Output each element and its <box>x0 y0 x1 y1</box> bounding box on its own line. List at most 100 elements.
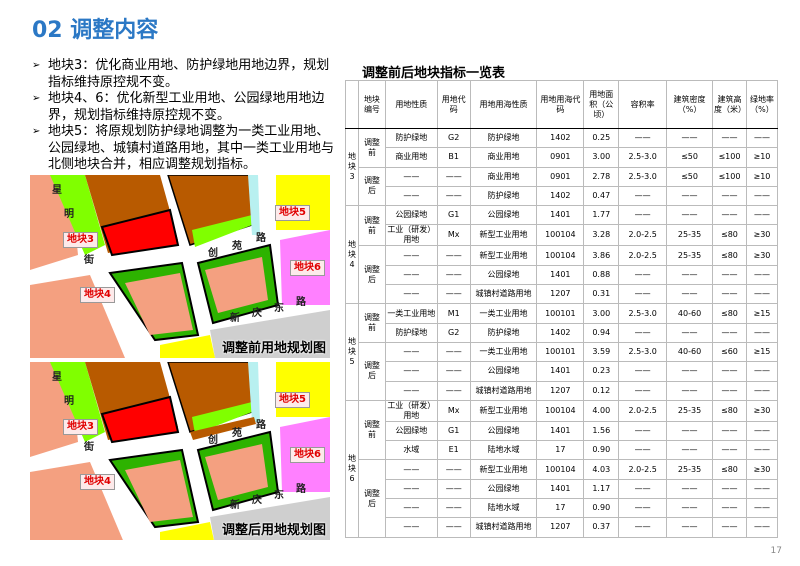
table-cell: ≥30 <box>745 459 779 480</box>
parcel-block6-inner <box>205 444 268 500</box>
table-cell: —— <box>666 322 713 343</box>
table-cell: ≤100 <box>711 147 747 168</box>
road-name-char: 创 <box>208 248 218 259</box>
road-name-char: 明 <box>64 209 74 220</box>
table-cell: 一类工业用地 <box>469 303 538 324</box>
table-cell: 2.0-2.5 <box>618 245 668 266</box>
indicator-table: 地块编号 用地性质 用地代码 用地用海性质 用地用海代码 用地面积（公顷） 容积率 建筑密度（… <box>345 80 779 538</box>
column-header: 用地用海性质 <box>469 80 538 129</box>
table-cell: 2.78 <box>583 166 620 187</box>
table-cell: G2 <box>436 322 471 343</box>
table-cell: 公园绿地 <box>469 420 538 442</box>
table-cell: 25-35 <box>666 399 713 422</box>
table-cell: —— <box>711 478 747 500</box>
table-cell: 100104 <box>536 459 585 480</box>
road-name-char: 星 <box>52 372 62 383</box>
map-label-地块5: 地块5 <box>275 205 310 221</box>
table-cell: 100104 <box>536 245 585 266</box>
phase-label: 调整后 <box>357 245 386 305</box>
table-cell: 100101 <box>536 341 585 363</box>
table-cell: 1401 <box>536 420 585 442</box>
arrow-bullet-icon: ➢ <box>32 60 41 71</box>
table-cell: 工业（研发）用地 <box>384 399 438 422</box>
phase-label: 调整后 <box>357 459 386 538</box>
table-cell: —— <box>666 185 713 207</box>
table-cell: —— <box>618 478 668 500</box>
map-label-地块5: 地块5 <box>275 392 310 408</box>
table-cell: ≤50 <box>666 147 713 168</box>
table-cell: —— <box>384 245 438 266</box>
road-name-char: 新 <box>230 313 240 324</box>
table-cell: ≤80 <box>711 245 747 266</box>
table-cell: 2.5-3.0 <box>618 303 668 324</box>
table-row: 公园绿地 G1 公园绿地 1401 1.56 —— —— —— —— <box>346 420 779 442</box>
bullet-item: ➢ 地块4、6：优化新型工业用地、公园绿地用地边界，规划指标维持原控规不变。 <box>30 91 340 124</box>
table-cell: —— <box>436 341 471 363</box>
table-row: —— —— 公园绿地 1401 0.88 —— —— —— —— <box>346 264 779 286</box>
table-cell: 4.00 <box>583 399 620 422</box>
table-cell: —— <box>745 361 779 382</box>
table-cell: 40-60 <box>666 341 713 363</box>
table-cell: 0.94 <box>583 322 620 343</box>
table-cell: —— <box>618 185 668 207</box>
table-cell: —— <box>666 264 713 286</box>
table-row: —— —— 城镇村道路用地 1207 0.37 —— —— —— —— <box>346 517 779 538</box>
phase-label: 调整后 <box>357 341 386 401</box>
parcel <box>210 310 330 358</box>
column-header: 建筑高度（米） <box>711 80 747 129</box>
table-cell: 2.5-3.0 <box>618 147 668 168</box>
table-row: 地块5 调整前 一类工业用地 M1 一类工业用地 100101 3.00 2.5-3.0 40-… <box>345 303 779 401</box>
block-label: 地块5 <box>345 303 359 401</box>
table-cell: ≥30 <box>745 399 779 422</box>
table-cell: E1 <box>436 440 471 461</box>
column-header: 用地面积（公顷） <box>583 80 620 129</box>
parcel <box>192 215 252 247</box>
table-cell: 4.03 <box>583 459 620 480</box>
table-cell: —— <box>711 380 747 401</box>
table-cell: 1207 <box>536 380 585 401</box>
parcel <box>192 402 252 434</box>
table-cell: 一类工业用地 <box>469 341 538 363</box>
table-cell: 新型工业用地 <box>469 245 538 266</box>
table-cell: —— <box>436 361 471 382</box>
table-cell: —— <box>618 498 668 519</box>
table-cell: —— <box>711 498 747 519</box>
table-cell: —— <box>436 459 471 480</box>
land-use-map <box>30 362 330 540</box>
table-cell: 工业（研发）用地 <box>384 224 438 247</box>
table-cell: —— <box>711 322 747 343</box>
table-cell: —— <box>666 205 713 226</box>
table-cell: —— <box>436 185 471 207</box>
table-cell: —— <box>666 498 713 519</box>
column-header: 地块编号 <box>357 80 386 129</box>
parcel-block6-inner <box>205 257 268 313</box>
parcel <box>276 362 330 417</box>
map-label-地块4: 地块4 <box>80 474 115 490</box>
table-row: 商业用地 B1 商业用地 0901 3.00 2.5-3.0 ≤50 ≤100 ≥10 <box>346 147 779 168</box>
table-cell: —— <box>666 478 713 500</box>
arrow-bullet-icon: ➢ <box>32 93 41 104</box>
parcel <box>276 175 330 230</box>
road-name-char: 苑 <box>232 428 242 439</box>
table-cell: ≤80 <box>711 303 747 324</box>
table-cell: 0901 <box>536 166 585 187</box>
table-cell: Mx <box>436 224 471 247</box>
table-cell: 100101 <box>536 303 585 324</box>
table-row: 调整后 —— —— 一类工业用地 100101 3.59 2.5-3.0 40-60 ≤60 ≥1… <box>346 341 779 401</box>
table-cell: 3.28 <box>583 224 620 247</box>
parcel-block4-inner <box>125 460 193 522</box>
table-cell: B1 <box>436 147 471 168</box>
table-row: 调整后 —— —— 新型工业用地 100104 3.86 2.0-2.5 25-35 ≤80 ≥3… <box>346 245 779 305</box>
table-cell: 17 <box>536 498 585 519</box>
table-cell: ≥30 <box>745 224 779 247</box>
table-row: 工业（研发）用地 Mx 新型工业用地 100104 3.28 2.0-2.5 25-35 ≤8… <box>346 224 779 247</box>
table-cell: —— <box>436 245 471 266</box>
map-caption: 调整后用地规划图 <box>221 523 326 538</box>
table-cell: —— <box>745 498 779 519</box>
table-cell: —— <box>745 185 779 207</box>
table-cell: —— <box>711 264 747 286</box>
bullet-text: 地块3：优化商业用地、防护绿地用地边界，规划指标维持原控规不变。 <box>48 58 330 90</box>
column-header: 绿地率（%） <box>745 80 779 129</box>
phase-label: 调整前 <box>357 399 386 461</box>
table-cell: —— <box>618 264 668 286</box>
